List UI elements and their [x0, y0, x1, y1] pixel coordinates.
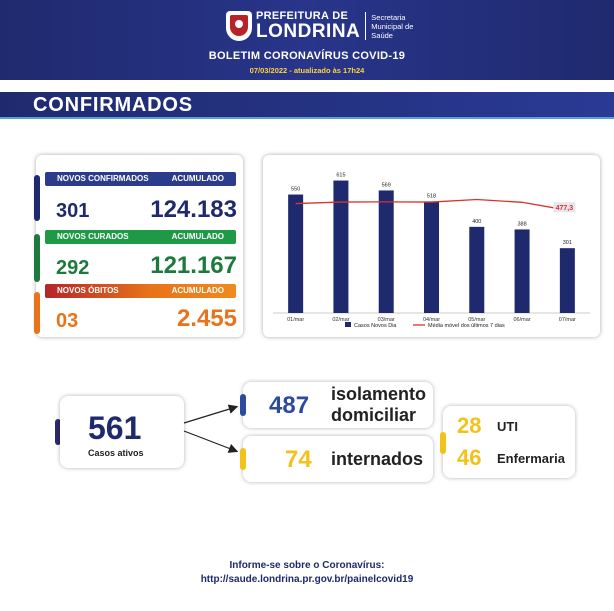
active-cases-label: Casos ativos [88, 448, 144, 458]
bar-01/mar [288, 194, 304, 313]
curados-total-value: 121.167 [150, 252, 237, 279]
hospital-value: 74 [285, 446, 312, 473]
x-tick-06/mar: 06/mar [514, 317, 531, 323]
city-logo: PREFEITURA DE LONDRINA Secretaria Munici… [226, 9, 413, 43]
legend-bar-label: Casos Novos Dia [354, 323, 397, 329]
bar-label-07/mar: 301 [563, 240, 572, 246]
bar-07/mar [559, 248, 575, 313]
isolation-label: isolamento domiciliar [331, 384, 426, 426]
arrow-to-hospital [183, 430, 239, 453]
x-tick-01/mar: 01/mar [287, 317, 304, 323]
beds-accent [440, 432, 446, 454]
bar-label-04/mar: 518 [427, 193, 436, 199]
hospital-label: internados [331, 449, 424, 469]
bar-label-06/mar: 388 [517, 221, 526, 227]
secretaria-line-2: Municipal de [371, 21, 414, 31]
header-banner: PREFEITURA DE LONDRINA Secretaria Munici… [0, 0, 614, 80]
enfermaria-label: Enfermaria [497, 451, 565, 466]
hospital-accent [240, 448, 246, 470]
isolation-label-2: domiciliar [331, 405, 417, 425]
uti-value: 28 [457, 413, 482, 438]
curados-accent [34, 234, 40, 282]
uti-label: UTI [497, 419, 518, 434]
hospital-card: 74 internados [240, 436, 433, 482]
footer-link[interactable]: http://saude.londrina.pr.gov.br/painelco… [200, 574, 414, 585]
bar-04/mar [424, 201, 439, 313]
x-tick-03/mar: 03/mar [378, 317, 395, 323]
flow-arrows [183, 404, 239, 453]
curados-acc-label: ACUMULADO [171, 232, 224, 241]
secretaria-line-3: Saúde [371, 30, 393, 40]
isolation-card: 487 isolamento domiciliar [240, 382, 433, 428]
x-tick-05/mar: 05/mar [468, 317, 485, 323]
chart-card: 550 01/mar 615 02/mar 569 03/mar 518 04/mar 400 0… [263, 155, 600, 337]
bar-02/mar [333, 180, 349, 313]
beds-card: 28 UTI 46 Enfermaria [440, 406, 575, 478]
stats-card: NOVOS CONFIRMADOS ACUMULADO 301 124.183 … [34, 155, 243, 337]
confirmados-label: NOVOS CONFIRMADOS [57, 174, 149, 183]
active-cases-value: 561 [88, 410, 142, 446]
logo-prefix-text: PREFEITURA DE [256, 10, 349, 22]
isolation-value: 487 [269, 392, 310, 419]
isolation-accent [240, 394, 246, 416]
bar-label-05/mar: 400 [472, 219, 481, 225]
x-tick-02/mar: 02/mar [332, 317, 349, 323]
curados-new-value: 292 [56, 257, 90, 279]
logo-secretaria: Secretaria Municipal de Saúde [371, 13, 413, 40]
avg-label-bg [553, 202, 576, 213]
logo-divider [365, 12, 367, 40]
obitos-new-value: 03 [56, 310, 79, 332]
confirmados-acc-label: ACUMULADO [171, 174, 224, 183]
bar-label-02/mar: 615 [336, 173, 345, 179]
obitos-accent [34, 292, 40, 334]
city-crest-icon [226, 11, 252, 41]
section-title: CONFIRMADOS [33, 94, 193, 116]
obitos-total-value: 2.455 [176, 305, 237, 332]
avg-last-label: 477,3 [556, 205, 574, 212]
enfermaria-value: 46 [457, 445, 482, 470]
section-banner: CONFIRMADOS [0, 92, 614, 119]
confirmados-header-bar: NOVOS CONFIRMADOS ACUMULADO [45, 172, 236, 186]
arrow-to-isolation [183, 404, 239, 424]
x-tick-04/mar: 04/mar [423, 317, 440, 323]
isolation-label-1: isolamento [331, 384, 427, 404]
cases-chart: 550 01/mar 615 02/mar 569 03/mar 518 04/mar 400 0… [273, 173, 590, 329]
confirmados-accent [34, 175, 40, 221]
active-cases-card: 561 Casos ativos [60, 396, 184, 468]
curados-header-bar: NOVOS CURADOS ACUMULADO [45, 230, 236, 244]
legend-bar-swatch [345, 322, 351, 327]
logo-city-text: LONDRINA [256, 21, 361, 42]
confirmados-new-value: 301 [56, 200, 90, 222]
bar-06/mar [514, 229, 530, 313]
confirmados-total-value: 124.183 [150, 196, 237, 223]
obitos-header-bar: NOVOS ÓBITOS ACUMULADO [45, 284, 236, 298]
bar-label-01/mar: 550 [291, 187, 300, 193]
bar-03/mar [378, 190, 394, 313]
bar-05/mar [469, 226, 485, 313]
moving-average-line [295, 198, 568, 211]
legend-line-label: Média móvel dos últimos 7 dias [428, 323, 505, 329]
bar-label-03/mar: 569 [382, 182, 391, 188]
obitos-acc-label: ACUMULADO [171, 286, 224, 295]
bulletin-title: BOLETIM CORONAVÍRUS COVID-19 [208, 50, 406, 62]
obitos-label: NOVOS ÓBITOS [57, 286, 119, 295]
bulletin-date: 07/03/2022 - atualizado às 17h24 [249, 66, 365, 75]
curados-label: NOVOS CURADOS [57, 232, 129, 241]
active-accent [55, 419, 61, 445]
secretaria-line-1: Secretaria [371, 12, 406, 22]
footer-info: Informe-se sobre o Coronavírus: [229, 560, 385, 571]
x-tick-07/mar: 07/mar [559, 317, 576, 323]
